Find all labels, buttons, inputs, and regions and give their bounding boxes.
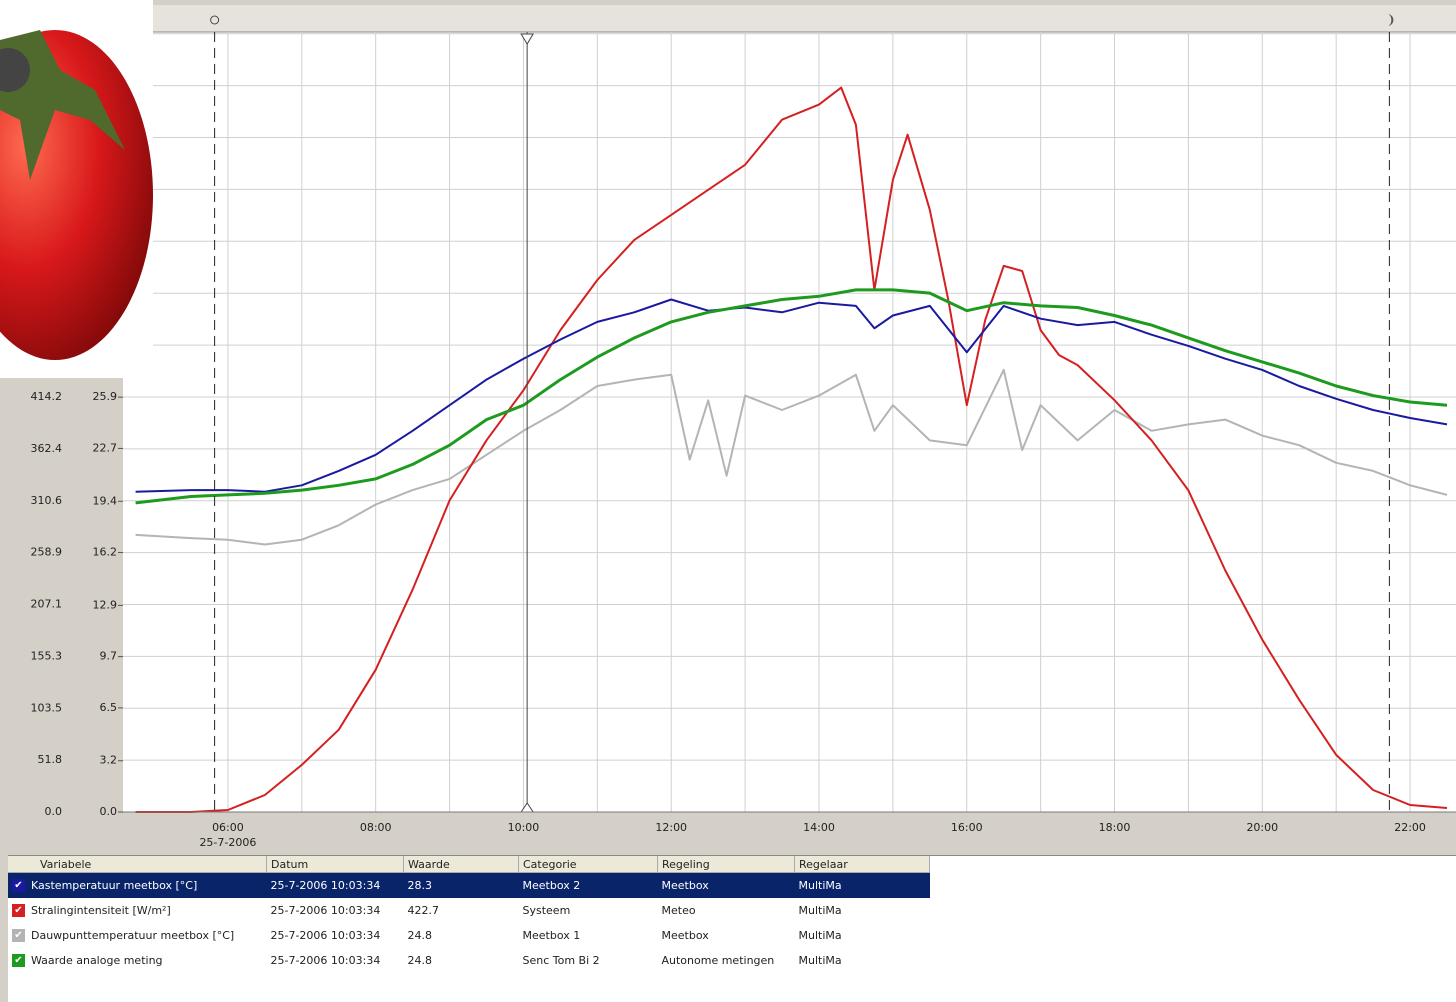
variable-cell: ✔ Dauwpunttemperatuur meetbox [°C] bbox=[8, 923, 267, 948]
table-cell: 422.7 bbox=[404, 898, 519, 923]
plot-area bbox=[123, 32, 1456, 812]
x-tick-label: 14:00 bbox=[803, 821, 835, 834]
table-cell: MultiMa bbox=[795, 948, 930, 973]
variable-cell: ✔ Stralingintensiteit [W/m²] bbox=[8, 898, 267, 923]
y2-tick-label: 12.9 bbox=[93, 598, 118, 611]
x-date-label: 25-7-2006 bbox=[199, 836, 256, 849]
table-cell: 25-7-2006 10:03:34 bbox=[267, 923, 404, 948]
y2-tick-label: 3.2 bbox=[100, 754, 118, 767]
y2-tick-label: 19.4 bbox=[93, 494, 118, 507]
table-cell: Meetbox bbox=[658, 873, 795, 899]
checkbox[interactable]: ✔ bbox=[12, 954, 25, 967]
y-tick-label: 414.2 bbox=[31, 390, 63, 403]
checkbox[interactable]: ✔ bbox=[12, 929, 25, 942]
table: Variabele Datum Waarde Categorie Regelin… bbox=[8, 856, 930, 973]
table-cell: MultiMa bbox=[795, 898, 930, 923]
table-row[interactable]: ✔ Dauwpunttemperatuur meetbox [°C] 25-7-20… bbox=[8, 923, 930, 948]
variable-name: Stralingintensiteit [W/m²] bbox=[31, 904, 171, 917]
variable-name: Waarde analoge meting bbox=[31, 954, 163, 967]
x-tick-label: 08:00 bbox=[360, 821, 392, 834]
header-cell: Waarde bbox=[404, 856, 519, 873]
header-cell: Regelaar bbox=[795, 856, 930, 873]
y2-tick-label: 6.5 bbox=[100, 701, 118, 714]
y-tick-label: 362.4 bbox=[31, 442, 63, 455]
x-tick-label: 10:00 bbox=[508, 821, 540, 834]
table-cell: Meetbox 2 bbox=[519, 873, 658, 899]
table-cell: MultiMa bbox=[795, 873, 930, 899]
table-cell: 24.8 bbox=[404, 948, 519, 973]
x-tick-label: 18:00 bbox=[1099, 821, 1131, 834]
y2-tick-label: 16.2 bbox=[93, 546, 118, 559]
table-row[interactable]: ✔ Waarde analoge meting 25-7-2006 10:03:34… bbox=[8, 948, 930, 973]
table-row[interactable]: ✔ Kastemperatuur meetbox [°C] 25-7-2006 10… bbox=[8, 873, 930, 899]
table-cell: Meetbox bbox=[658, 923, 795, 948]
variable-table: Variabele Datum Waarde Categorie Regelin… bbox=[8, 855, 1456, 1002]
x-tick-label: 16:00 bbox=[951, 821, 983, 834]
y-tick-label: 258.9 bbox=[31, 546, 63, 559]
y-tick-label: 0.0 bbox=[45, 805, 63, 818]
x-tick-label: 12:00 bbox=[655, 821, 687, 834]
table-cell: 24.8 bbox=[404, 923, 519, 948]
x-tick-label: 06:00 bbox=[212, 821, 244, 834]
header-row: Variabele Datum Waarde Categorie Regelin… bbox=[8, 856, 930, 873]
table-cell: MultiMa bbox=[795, 923, 930, 948]
y-tick-label: 155.3 bbox=[31, 649, 63, 662]
checkbox[interactable]: ✔ bbox=[12, 879, 25, 892]
header-cell: Regeling bbox=[658, 856, 795, 873]
table-cell: Meteo bbox=[658, 898, 795, 923]
x-tick-label: 20:00 bbox=[1246, 821, 1278, 834]
table-cell: Meetbox 1 bbox=[519, 923, 658, 948]
table-cell: 25-7-2006 10:03:34 bbox=[267, 898, 404, 923]
y-tick-label: 103.5 bbox=[31, 701, 63, 714]
checkbox[interactable]: ✔ bbox=[12, 904, 25, 917]
variable-cell: ✔ Waarde analoge meting bbox=[8, 948, 267, 973]
y2-tick-label: 0.0 bbox=[100, 805, 118, 818]
chart: 0.0 51.8 103.5 155.3 207.1 258.9 310.6 362.4 414… bbox=[0, 0, 1456, 855]
table-cell: 25-7-2006 10:03:34 bbox=[267, 873, 404, 899]
marker-strip bbox=[153, 5, 1456, 32]
y2-tick-label: 25.9 bbox=[93, 390, 118, 403]
table-cell: Systeem bbox=[519, 898, 658, 923]
variable-name: Dauwpunttemperatuur meetbox [°C] bbox=[31, 929, 234, 942]
y-tick-label: 51.8 bbox=[38, 753, 63, 766]
y-tick-label: 207.1 bbox=[31, 598, 63, 611]
y2-tick-label: 9.7 bbox=[100, 650, 118, 663]
table-cell: 25-7-2006 10:03:34 bbox=[267, 948, 404, 973]
header-cell: Categorie bbox=[519, 856, 658, 873]
header-cell: Datum bbox=[267, 856, 404, 873]
x-tick-label: 22:00 bbox=[1394, 821, 1426, 834]
header-cell: Variabele bbox=[8, 856, 267, 873]
variable-cell: ✔ Kastemperatuur meetbox [°C] bbox=[8, 873, 267, 899]
y-tick-label: 310.6 bbox=[31, 494, 63, 507]
variable-name: Kastemperatuur meetbox [°C] bbox=[31, 879, 197, 892]
table-cell: Autonome metingen bbox=[658, 948, 795, 973]
y2-tick-label: 22.7 bbox=[93, 441, 118, 454]
table-row[interactable]: ✔ Stralingintensiteit [W/m²] 25-7-2006 10:… bbox=[8, 898, 930, 923]
table-cell: 28.3 bbox=[404, 873, 519, 899]
table-cell: Senc Tom Bi 2 bbox=[519, 948, 658, 973]
table-body: ✔ Kastemperatuur meetbox [°C] 25-7-2006 10… bbox=[8, 873, 930, 974]
